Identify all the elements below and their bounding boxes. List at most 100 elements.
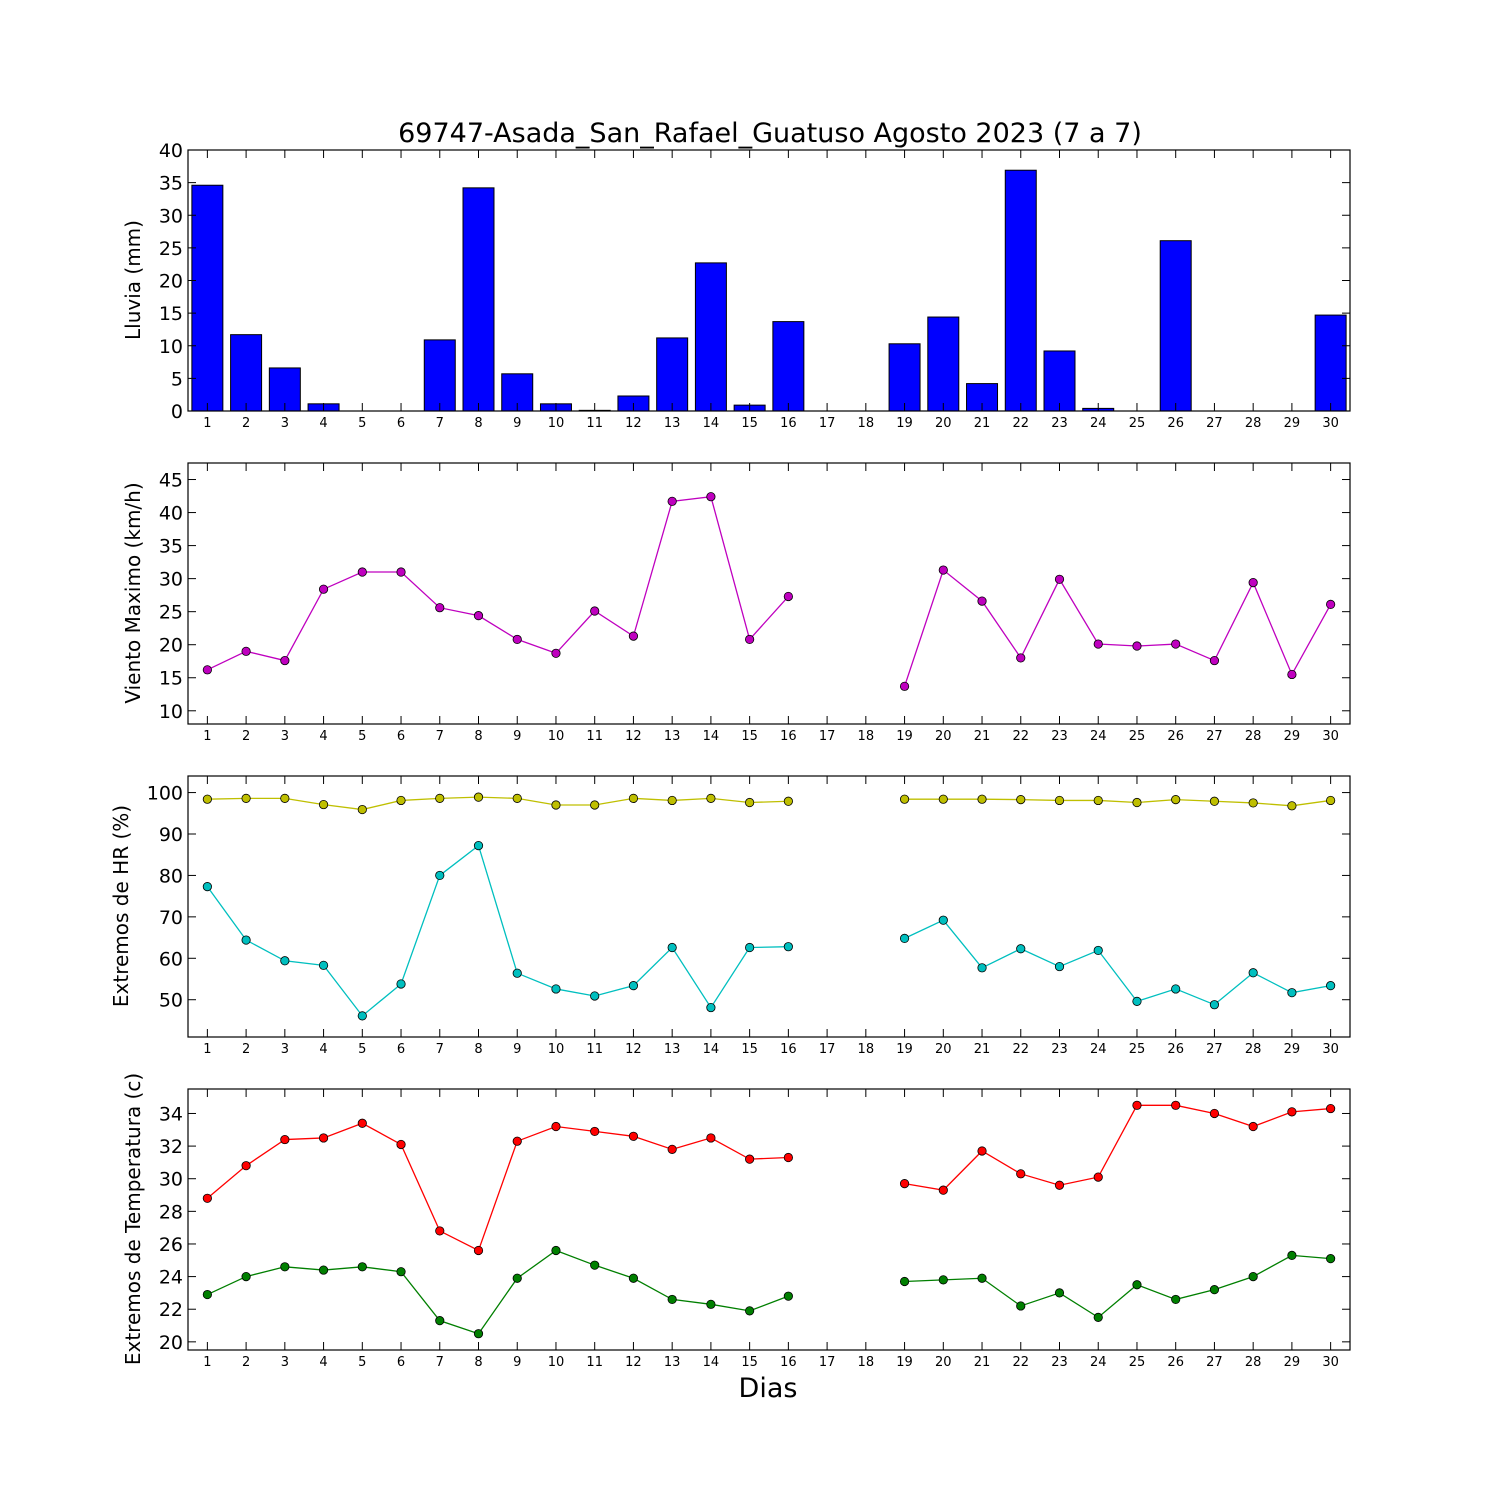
- x-tick-label: 12: [625, 729, 642, 744]
- series-0-point-day-1: [202, 665, 212, 675]
- y-tick-label: 20: [159, 271, 183, 293]
- rainfall-bar-day-26: [1159, 240, 1192, 412]
- x-tick-label: 25: [1129, 729, 1146, 744]
- x-tick-label: 6: [397, 1042, 405, 1057]
- series-0-point-day-19: [899, 681, 910, 691]
- series-1-point-day-22: [1016, 944, 1026, 954]
- plot-frame: [187, 775, 1351, 1038]
- x-tick-label: 7: [436, 1355, 444, 1370]
- series-1-line-segment-0: [206, 844, 789, 1017]
- x-tick-label: 14: [703, 1355, 720, 1370]
- series-0-point-day-24: [1093, 639, 1103, 649]
- series-0-point-day-16: [783, 1152, 793, 1163]
- series-1-point-day-27: [1209, 1285, 1220, 1295]
- x-tick-label: 15: [741, 416, 758, 431]
- series-1-point-day-12: [628, 981, 639, 991]
- x-tick-label: 19: [896, 1042, 913, 1057]
- y-axis-label: Extremos de Temperatura (c): [121, 1073, 145, 1365]
- x-tick-label: 7: [436, 729, 444, 744]
- series-0-point-day-10: [551, 648, 561, 658]
- series-1-point-day-20: [938, 915, 948, 925]
- x-tick-label: 3: [281, 416, 289, 431]
- series-1-point-day-16: [783, 942, 793, 952]
- y-tick-label: 25: [159, 238, 183, 260]
- plot-frame: [187, 462, 1351, 725]
- series-0-point-day-3: [280, 793, 290, 803]
- y-tick-label: 60: [159, 948, 183, 970]
- series-0-point-day-15: [745, 1154, 755, 1164]
- x-tick-label: 23: [1051, 729, 1068, 744]
- x-tick-label: 2: [242, 416, 250, 431]
- rainfall-bar-day-13: [656, 337, 689, 412]
- series-0-point-day-5: [357, 804, 367, 815]
- x-tick-label: 8: [474, 1355, 482, 1370]
- series-1-point-day-13: [667, 1294, 677, 1305]
- x-tick-label: 19: [896, 416, 913, 431]
- series-0-point-day-22: [1016, 653, 1026, 663]
- x-tick-label: 26: [1167, 729, 1184, 744]
- series-1-point-day-23: [1054, 1288, 1065, 1298]
- series-1-point-day-9: [512, 968, 522, 978]
- series-0-point-day-14: [706, 1133, 716, 1143]
- y-tick-label: 30: [159, 569, 183, 591]
- rainfall-bar-day-20: [927, 316, 960, 412]
- series-1-point-day-10: [551, 1245, 561, 1256]
- series-1-point-day-8: [473, 1329, 484, 1339]
- series-0-point-day-1: [202, 794, 212, 804]
- x-tick-label: 13: [664, 1355, 681, 1370]
- x-tick-label: 21: [974, 416, 991, 431]
- x-tick-label: 20: [935, 1355, 952, 1370]
- series-1-point-day-9: [512, 1273, 522, 1283]
- x-tick-label: 25: [1129, 1042, 1146, 1057]
- series-0-point-day-19: [899, 794, 910, 804]
- x-tick-label: 24: [1090, 729, 1107, 744]
- x-tick-label: 2: [242, 1355, 250, 1370]
- series-0-line-segment-0: [207, 495, 789, 671]
- series-1-point-day-26: [1171, 1294, 1181, 1305]
- y-tick-label: 10: [159, 336, 183, 358]
- x-tick-label: 16: [780, 1042, 797, 1057]
- series-0-point-day-4: [318, 799, 329, 810]
- y-axis-label: Extremos de HR (%): [109, 805, 133, 1007]
- x-tick-label: 5: [358, 1355, 366, 1370]
- x-tick-label: 14: [703, 416, 720, 431]
- series-1-point-day-25: [1132, 1280, 1142, 1290]
- x-tick-label: 19: [896, 729, 913, 744]
- series-0-point-day-10: [551, 1121, 561, 1132]
- series-0-point-day-29: [1287, 801, 1297, 811]
- rainfall-bar-day-8: [462, 187, 495, 412]
- series-1-point-day-28: [1248, 1271, 1258, 1282]
- series-0-point-day-30: [1326, 795, 1336, 806]
- x-tick-label: 5: [358, 1042, 366, 1057]
- x-tick-label: 16: [780, 416, 797, 431]
- x-tick-label: 11: [586, 1355, 603, 1370]
- x-tick-label: 24: [1090, 416, 1107, 431]
- series-0-point-day-1: [202, 1193, 212, 1203]
- series-1-point-day-27: [1209, 1000, 1220, 1010]
- series-1-point-day-15: [745, 942, 755, 953]
- rainfall-bar-day-14: [694, 262, 727, 412]
- x-tick-label: 17: [819, 1042, 836, 1057]
- series-1-point-day-2: [241, 1271, 251, 1282]
- x-tick-label: 3: [281, 729, 289, 744]
- series-1-point-day-7: [435, 870, 445, 881]
- x-tick-label: 12: [625, 1355, 642, 1370]
- series-0-point-day-20: [938, 794, 948, 804]
- x-tick-label: 21: [974, 1042, 991, 1057]
- series-0-point-day-30: [1326, 1103, 1336, 1114]
- x-tick-label: 22: [1012, 416, 1029, 431]
- x-tick-label: 3: [281, 1042, 289, 1057]
- x-tick-label: 21: [974, 729, 991, 744]
- x-tick-label: 6: [397, 416, 405, 431]
- x-tick-label: 1: [203, 1042, 211, 1057]
- x-tick-label: 9: [513, 1042, 521, 1057]
- series-0-point-day-22: [1016, 1169, 1026, 1179]
- series-1-point-day-22: [1016, 1301, 1026, 1311]
- x-tick-label: 27: [1206, 416, 1223, 431]
- series-0-point-day-10: [551, 800, 561, 810]
- series-0-point-day-30: [1326, 599, 1336, 610]
- series-0-point-day-9: [512, 634, 522, 645]
- x-tick-label: 10: [548, 1355, 565, 1370]
